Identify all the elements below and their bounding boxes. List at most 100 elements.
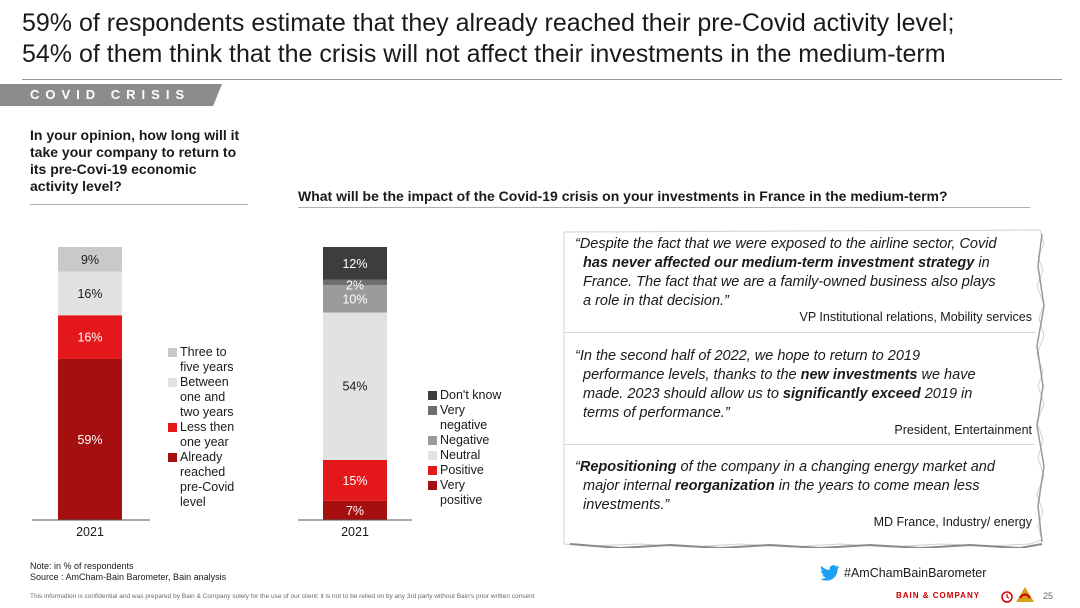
twitter-bird-icon bbox=[820, 565, 840, 581]
quote-text: “ bbox=[575, 459, 580, 475]
quote-line: has never affected our medium-term inves… bbox=[575, 254, 1040, 273]
legend-swatch bbox=[168, 378, 177, 387]
slide-title: 59% of respondents estimate that they al… bbox=[22, 8, 1062, 70]
brand-logo-text: BAIN & COMPANY bbox=[896, 591, 981, 600]
legend-item: Don't know bbox=[428, 388, 518, 403]
footnote: Note: in % of respondents Source : AmCha… bbox=[30, 561, 226, 583]
bar-segment bbox=[323, 312, 387, 460]
quote-text: “Despite the fact that we were exposed t… bbox=[575, 236, 997, 252]
bar-segment bbox=[323, 247, 387, 280]
x-tick-label: 2021 bbox=[341, 525, 369, 539]
quote-text: of the company in a changing energy mark… bbox=[676, 459, 995, 475]
quote-emphasis: new investments bbox=[800, 367, 918, 383]
hashtag-block: #AmChamBainBarometer bbox=[820, 565, 986, 581]
quote-panel-background bbox=[563, 229, 1045, 548]
quote-3: “Repositioning of the company in a chang… bbox=[575, 458, 1040, 515]
bar-segment bbox=[58, 271, 122, 316]
data-label: 2% bbox=[346, 279, 364, 293]
page-number: 25 bbox=[1043, 591, 1054, 601]
legend-swatch bbox=[428, 466, 437, 475]
legend-label: Already reached pre-Covid level bbox=[180, 450, 235, 509]
quote-text: investments.” bbox=[583, 497, 670, 513]
legend-left: Three to five years Between one and two y… bbox=[168, 345, 248, 510]
legend-label: Don't know bbox=[440, 388, 502, 402]
data-label: 7% bbox=[346, 504, 364, 518]
bar-segment bbox=[58, 358, 122, 520]
quote-emphasis: has never affected our medium-term inves… bbox=[583, 255, 975, 271]
quote-line: “In the second half of 2022, we hope to … bbox=[575, 347, 1040, 366]
quote-text: terms of performance.” bbox=[583, 405, 730, 421]
legend-swatch bbox=[428, 391, 437, 400]
question-right: What will be the impact of the Covid-19 … bbox=[298, 188, 948, 204]
title-divider bbox=[22, 79, 1062, 80]
quote-text: in the years to come mean less bbox=[774, 478, 980, 494]
bar-segment bbox=[323, 279, 387, 286]
data-label: 9% bbox=[81, 253, 99, 267]
legend-swatch bbox=[428, 406, 437, 415]
quote-line: investments.” bbox=[575, 496, 1040, 515]
quote-1-attribution: VP Institutional relations, Mobility ser… bbox=[799, 310, 1032, 324]
legend-label: Very negative bbox=[440, 403, 488, 432]
quote-text: 2019 in bbox=[920, 386, 973, 402]
data-label: 10% bbox=[342, 292, 367, 306]
legend-swatch bbox=[168, 453, 177, 462]
quote-separator bbox=[565, 444, 1035, 445]
title-line-2: 54% of them think that the crisis will n… bbox=[22, 40, 946, 68]
bar-segment bbox=[323, 459, 387, 501]
quote-emphasis: reorganization bbox=[674, 478, 775, 494]
question-right-divider bbox=[298, 207, 1030, 208]
section-label: COVID CRISIS bbox=[30, 87, 191, 102]
legend-item: Already reached pre-Covid level bbox=[168, 450, 248, 510]
quote-line: performance levels, thanks to the new in… bbox=[575, 366, 1040, 385]
quote-line: France. The fact that we are a family-ow… bbox=[575, 273, 1040, 292]
quote-text: in bbox=[974, 255, 990, 271]
legend-swatch bbox=[428, 481, 437, 490]
legend-item: Very positive bbox=[428, 478, 518, 508]
legend-swatch bbox=[428, 436, 437, 445]
legend-label: Very positive bbox=[440, 478, 483, 507]
quote-line: “Despite the fact that we were exposed t… bbox=[575, 235, 1040, 254]
legend-item: Negative bbox=[428, 433, 518, 448]
quote-text: a role in that decision.” bbox=[583, 293, 729, 309]
source-text: Source : AmCham-Bain Barometer, Bain ana… bbox=[30, 572, 227, 582]
bar-segment bbox=[323, 500, 387, 520]
legend-right: Don't know Very negative Negative Neutral Po… bbox=[428, 388, 518, 508]
quote-line: terms of performance.” bbox=[575, 404, 1040, 423]
data-label: 16% bbox=[77, 331, 102, 345]
legend-label: Positive bbox=[440, 463, 484, 477]
legend-item: Less then one year bbox=[168, 420, 248, 450]
legend-label: Between one and two years bbox=[180, 375, 234, 419]
data-label: 15% bbox=[342, 474, 367, 488]
question-left-divider bbox=[30, 204, 248, 205]
confidentiality-footer: This information is confidential and was… bbox=[30, 593, 535, 600]
quote-emphasis: Repositioning bbox=[579, 459, 677, 475]
legend-label: Less then one year bbox=[180, 420, 235, 449]
quote-text: we have bbox=[917, 367, 976, 383]
question-left: In your opinion, how long will it take y… bbox=[30, 127, 240, 194]
legend-item: Three to five years bbox=[168, 345, 248, 375]
quote-line: “Repositioning of the company in a chang… bbox=[575, 458, 1040, 477]
legend-item: Neutral bbox=[428, 448, 518, 463]
legend-label: Three to five years bbox=[180, 345, 234, 374]
quote-text: major internal bbox=[583, 478, 675, 494]
quote-line: a role in that decision.” bbox=[575, 292, 1040, 311]
note-text: Note: in % of respondents bbox=[30, 561, 134, 571]
title-line-1: 59% of respondents estimate that they al… bbox=[22, 9, 955, 37]
quote-text: made. 2023 should allow us to bbox=[583, 386, 783, 402]
legend-item: Positive bbox=[428, 463, 518, 478]
legend-label: Neutral bbox=[440, 448, 481, 462]
hashtag-text: #AmChamBainBarometer bbox=[844, 566, 987, 580]
legend-item: Between one and two years bbox=[168, 375, 248, 420]
quote-text: “In the second half of 2022, we hope to … bbox=[575, 348, 921, 364]
bain-clock-icon bbox=[1001, 591, 1013, 603]
section-band bbox=[0, 84, 222, 106]
quote-2: “In the second half of 2022, we hope to … bbox=[575, 347, 1040, 423]
legend-item: Very negative bbox=[428, 403, 518, 433]
quote-text: France. The fact that we are a family-ow… bbox=[583, 274, 996, 290]
legend-swatch bbox=[428, 451, 437, 460]
bar-segment bbox=[58, 315, 122, 359]
amcham-logo-icon bbox=[1016, 587, 1034, 602]
data-label: 12% bbox=[342, 257, 367, 271]
x-tick-label: 2021 bbox=[76, 525, 104, 539]
